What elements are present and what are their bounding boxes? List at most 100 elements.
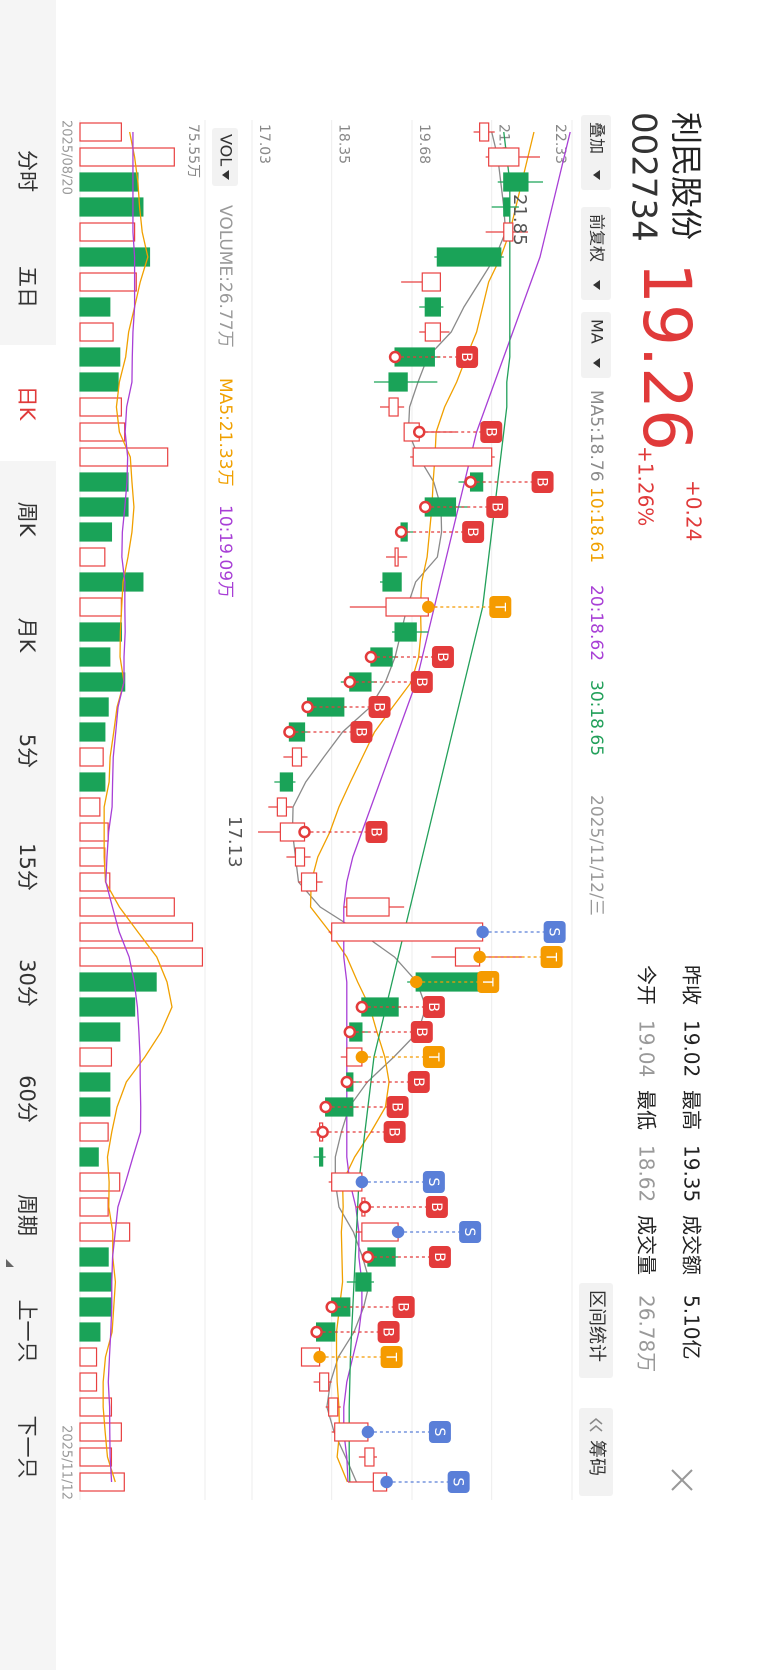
candle-body [388, 397, 399, 417]
candle-body [503, 197, 511, 217]
signal-badge[interactable] [422, 1046, 445, 1068]
signal-badge[interactable] [368, 696, 391, 718]
signal-dot [388, 350, 402, 364]
signal-dot [361, 1425, 375, 1439]
date: 2025/11/12/三 [586, 795, 606, 916]
signal-badge[interactable] [410, 1021, 433, 1043]
button-label: VOL [217, 134, 236, 166]
signal-badge[interactable] [489, 596, 512, 618]
legend-entry: MA5:18.76 [586, 390, 606, 482]
tab-active[interactable] [0, 345, 56, 461]
range-stat-button[interactable] [579, 1283, 613, 1378]
volume-bar [79, 1122, 109, 1142]
dropdown-arrow [222, 170, 229, 180]
signal-badge[interactable] [392, 1296, 415, 1318]
signal-badge[interactable] [431, 646, 454, 668]
volume-bar [79, 172, 139, 192]
signal-label: T [543, 952, 559, 962]
volume-bar [79, 922, 194, 942]
volume-bar [79, 247, 151, 267]
signal-badge[interactable] [531, 471, 554, 493]
tab-label: 周K [15, 502, 39, 538]
signal-badge[interactable] [377, 1321, 400, 1343]
candle-body [328, 1397, 339, 1417]
stat-label: 最高 [680, 1090, 704, 1130]
volume-title: VOLUME:26.77万 [215, 205, 235, 348]
signal-badge[interactable] [480, 421, 503, 443]
signal-badge[interactable] [459, 1221, 482, 1243]
overlay-button[interactable] [581, 115, 611, 190]
signal-badge[interactable] [422, 1171, 445, 1193]
signal-label: B [389, 1102, 405, 1112]
stat-value: 5.10亿 [680, 1295, 704, 1360]
signal-dot [412, 425, 426, 439]
tab-corner [6, 1259, 14, 1267]
signal-badge[interactable] [428, 1421, 451, 1443]
signal-label: B [488, 502, 504, 512]
signal-label: B [413, 677, 429, 687]
signal-label: S [461, 1228, 477, 1237]
close-button[interactable] [671, 1469, 693, 1491]
signal-badge[interactable] [422, 996, 445, 1018]
candle-body [291, 747, 303, 767]
signal-badge[interactable] [386, 1096, 409, 1118]
volume-bar [79, 972, 157, 992]
signal-badge[interactable] [383, 1121, 406, 1143]
signal-badge[interactable] [410, 671, 433, 693]
signal-badge[interactable] [447, 1471, 470, 1493]
signal-badge[interactable] [486, 496, 509, 518]
indicator-button[interactable] [212, 128, 238, 186]
volume-bar [79, 722, 106, 742]
signal-badge[interactable] [407, 1071, 430, 1093]
signal-label: B [434, 652, 450, 662]
tab-label: 15分 [15, 843, 39, 891]
signal-badge[interactable] [350, 721, 373, 743]
signal-dot [473, 950, 486, 964]
ma-button[interactable] [581, 312, 611, 378]
signal-badge[interactable] [477, 971, 500, 993]
ma-line [348, 131, 511, 1483]
chevron [589, 1418, 603, 1432]
signal-dot [361, 1250, 375, 1264]
signal-badge[interactable] [543, 921, 566, 943]
tab-label: 5分 [15, 734, 39, 768]
stat-value: 19.02 [680, 1020, 704, 1077]
signal-badge[interactable] [540, 946, 563, 968]
candle-body [276, 797, 288, 817]
signal-label: S [450, 1478, 466, 1487]
candle-body [421, 272, 441, 292]
signal-label: B [371, 702, 387, 712]
signal-label: T [479, 977, 495, 987]
signal-badge[interactable] [462, 521, 485, 543]
volume-bar [79, 622, 122, 642]
signal-badge[interactable] [428, 1246, 451, 1268]
volume-bar [79, 347, 121, 367]
adjust-button[interactable] [581, 207, 611, 300]
candle-body [412, 447, 493, 467]
dropdown-arrow [593, 358, 600, 368]
tab-label: 60分 [15, 1075, 39, 1123]
legend-entry: MA5:21.33万 [215, 378, 235, 487]
volume-bar [79, 1297, 113, 1317]
change-pct: +1.26% [634, 446, 658, 526]
volume-bar [79, 397, 122, 417]
candle-body [394, 547, 399, 567]
candle-body [503, 172, 529, 192]
signal-badge[interactable] [380, 1346, 403, 1368]
tab-label: 分时 [15, 150, 39, 192]
y-tick-label: 18.35 [336, 124, 352, 164]
volume-bar [79, 222, 136, 242]
signal-badge[interactable] [365, 821, 388, 843]
tab-label: 下一只 [15, 1416, 39, 1479]
volume-bar [79, 1472, 125, 1492]
signal-badge[interactable] [456, 346, 479, 368]
signal-label: B [464, 527, 480, 537]
legend-entry: 10:19.09万 [215, 505, 235, 598]
volume-ma-line [105, 132, 142, 1483]
candle-body [385, 597, 429, 617]
chips-button[interactable] [579, 1408, 613, 1496]
candle-body [346, 897, 390, 917]
signal-badge[interactable] [425, 1196, 448, 1218]
dropdown-arrow [593, 170, 600, 180]
